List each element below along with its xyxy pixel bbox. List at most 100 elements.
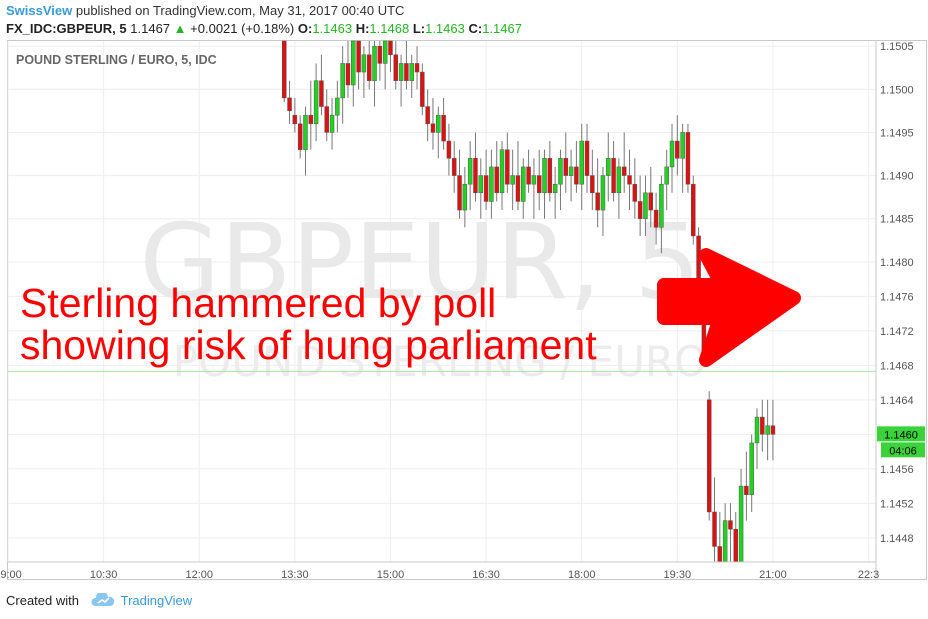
candle-body	[749, 442, 754, 495]
footer: Created with TradingView	[6, 591, 193, 610]
candle-body	[563, 158, 569, 176]
candle-body	[760, 416, 765, 435]
x-tick-label: 16:30	[472, 569, 500, 581]
candle-body	[292, 114, 298, 125]
candle-body	[303, 114, 308, 150]
candle-body	[590, 175, 595, 194]
candle-body	[728, 520, 733, 530]
countdown-badge-label: 04:06	[889, 445, 917, 457]
annotation-line-1: Sterling hammered by poll	[20, 280, 497, 326]
candle-body	[680, 132, 685, 159]
annotation-text: Sterling hammered by poll showing risk o…	[20, 282, 680, 366]
candle-body	[335, 97, 340, 116]
candle-body	[329, 114, 335, 133]
open-value: 1.1463	[312, 21, 353, 36]
candle-body	[473, 158, 478, 194]
candle-body	[441, 114, 446, 142]
open-label: O:	[297, 21, 313, 36]
candle-body	[308, 114, 314, 125]
candle-body	[467, 158, 473, 185]
candle-body	[366, 54, 372, 81]
x-tick-label: 18:00	[568, 569, 596, 581]
candle-body	[351, 40, 356, 86]
x-tick-label: 09:00	[0, 569, 22, 581]
countdown-badge	[881, 442, 925, 458]
candle-body	[712, 511, 717, 547]
author-link[interactable]: SwissView	[6, 3, 73, 18]
candle-body	[643, 192, 648, 219]
candle-body	[324, 106, 329, 133]
candle-body	[611, 158, 616, 194]
x-tick-label: 19:30	[664, 569, 692, 581]
change-up-icon: ▲	[173, 21, 187, 36]
close-label: C:	[468, 21, 483, 36]
y-tick-label: 1.1485	[880, 214, 914, 226]
y-tick-label: 1.1472	[880, 326, 914, 338]
candle-body	[706, 399, 712, 513]
price-labels: 1.1460 04:06	[877, 426, 925, 458]
candle-body	[446, 140, 452, 159]
candle-body	[558, 158, 563, 185]
candle-body	[691, 183, 696, 237]
x-axis: 09:00 10:30 12:00 13:30 15:00 16:30 18:00 19:30…	[0, 561, 879, 581]
candle-body	[436, 114, 441, 133]
y-tick-label: 1.1500	[880, 84, 914, 96]
y-tick-label: 1.1452	[880, 498, 914, 510]
candle-body	[393, 54, 399, 81]
symbol-name: FX_IDC:GBPEUR, 5	[6, 21, 127, 36]
candle-body	[770, 425, 776, 435]
created-with-label: Created with	[6, 593, 79, 608]
x-tick-label: 12:00	[185, 569, 213, 581]
candle-body	[414, 63, 420, 73]
candle-body	[462, 183, 468, 211]
price-chart[interactable]: GBPEUR, 5 POUND STERLING / EURO 1.1505 1.…	[0, 0, 928, 590]
candle-body	[669, 140, 675, 168]
candle-body	[483, 175, 489, 202]
candle-body	[505, 149, 510, 185]
candle-body	[345, 63, 351, 86]
candle-body	[574, 166, 579, 185]
candle-body	[738, 485, 744, 563]
candle-body	[606, 158, 611, 176]
candle-body	[744, 485, 749, 495]
candle-body	[526, 166, 531, 185]
publish-line: SwissView published on TradingView.com, …	[6, 3, 404, 18]
candle-body	[579, 140, 584, 185]
last-price: 1.1467	[130, 21, 171, 36]
candle-body	[653, 209, 659, 228]
candle-body	[717, 546, 723, 563]
low-label: L:	[412, 21, 426, 36]
y-tick-label: 1.1464	[880, 395, 914, 407]
y-tick-label: 1.1448	[880, 533, 914, 545]
y-tick-label: 1.1505	[880, 41, 914, 53]
watermark-name: POUND STERLING / EURO	[173, 337, 707, 386]
candle-body	[515, 175, 521, 202]
candle-body	[595, 192, 600, 211]
candle-body	[521, 166, 526, 202]
low-value: 1.1463	[425, 21, 465, 36]
candle-body	[552, 183, 558, 194]
candle-body	[499, 149, 505, 194]
right-arrow-icon	[657, 248, 801, 367]
candle-body	[457, 175, 462, 211]
candle-body	[754, 416, 760, 444]
last-price-badge	[877, 426, 925, 442]
candle-body	[664, 166, 669, 185]
candle-body	[733, 528, 739, 563]
candle-body	[313, 80, 319, 125]
publish-info: published on TradingView.com, May 31, 20…	[72, 3, 405, 18]
tradingview-link[interactable]: TradingView	[120, 593, 193, 608]
candle-body	[722, 520, 728, 563]
candle-body	[600, 175, 606, 211]
candle-body	[478, 175, 484, 194]
candle-body	[356, 40, 361, 73]
candle-body	[388, 40, 393, 56]
candle-body	[765, 425, 770, 435]
symbol-line: FX_IDC:GBPEUR, 5 1.1467 ▲ +0.0021 (+0.18…	[6, 21, 522, 36]
candle-body	[281, 40, 287, 99]
y-tick-label: 1.1490	[880, 171, 914, 183]
x-tick-label: 21:00	[759, 569, 787, 581]
candle-body	[675, 140, 680, 159]
close-value: 1.1467	[482, 21, 522, 36]
watermark: GBPEUR, 5 POUND STERLING / EURO	[139, 201, 707, 386]
